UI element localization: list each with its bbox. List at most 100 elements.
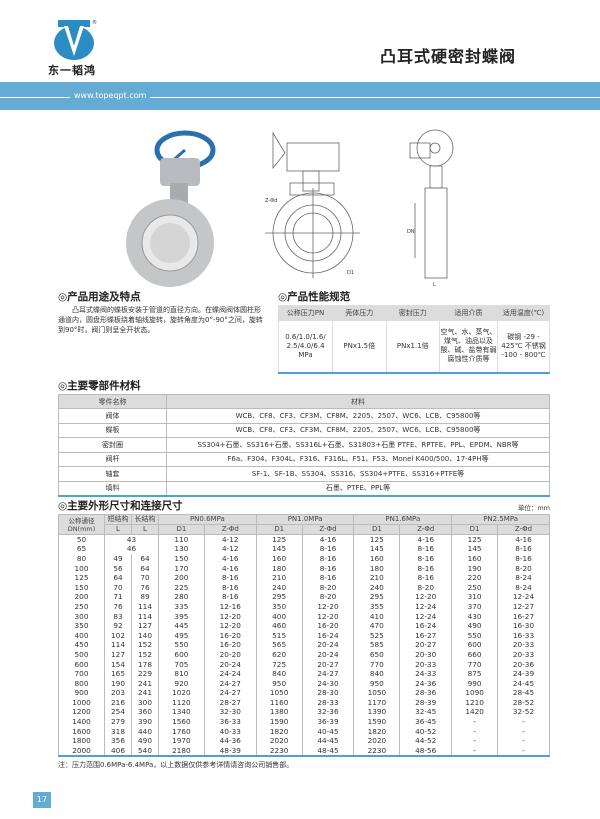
cell: 8-24 — [497, 572, 550, 583]
table-row: 125 64 70 200 8-16 210 8-16 210 8-16 220 8-24 — [58, 572, 550, 583]
table-row: 500 127 152 600 20-20 620 20-24 650 20-30 660 20-3… — [58, 649, 550, 660]
cell: 12-16 — [203, 601, 257, 612]
header-cell: 密封压力 — [385, 305, 440, 321]
cell: 40-52 — [399, 726, 453, 736]
cell: 16-20 — [301, 620, 355, 631]
cell: - — [451, 745, 498, 756]
cell: 127 — [104, 649, 132, 660]
dimensions-table: 公称通径 DN(mm) 短结构 长结构 PN0.6MPa PN1.0MPa PN1.6M… — [58, 514, 550, 757]
header-cell: 公称通径 DN(mm) — [58, 514, 105, 535]
header-cell: D1 — [451, 524, 498, 535]
cell: 2230 — [255, 745, 303, 756]
cell: 46 — [104, 544, 159, 554]
cell: 810 — [158, 668, 205, 679]
cell: 1160 — [255, 697, 303, 708]
cell: 8-16 — [301, 553, 355, 564]
cell: 20-24 — [203, 659, 257, 669]
website-link[interactable]: www.topeqpt.com — [70, 91, 151, 100]
cell: 64 — [131, 553, 159, 564]
cell: 8-16 — [497, 544, 550, 554]
cell: 300 — [131, 697, 159, 708]
cell: 20-30 — [399, 649, 453, 660]
cell: 180 — [353, 563, 401, 573]
cell: 1760 — [158, 726, 205, 736]
cell: 600 — [451, 640, 498, 650]
table-row: 100 56 64 170 4-16 180 8-16 180 8-16 190 8-20 — [58, 563, 550, 573]
cell: 16-30 — [497, 620, 550, 631]
cell: 1820 — [353, 726, 401, 736]
cell: 1970 — [158, 735, 205, 746]
cell: 48-56 — [399, 745, 453, 756]
cell: 950 — [255, 678, 303, 688]
cell: 210 — [353, 572, 401, 583]
part-material: WCB、CF8、CF3、CF3M、CF8M、2205、2507、WC6、LCB、… — [166, 408, 550, 424]
cell: 32-30 — [203, 707, 257, 717]
cell: 1340 — [158, 707, 205, 717]
header-cell: 长结构 — [131, 514, 159, 525]
dimensions-heading: ◎主要外形尺寸和连接尺寸 — [58, 500, 183, 512]
cell: 24-39 — [497, 668, 550, 679]
cell: 28-36 — [399, 688, 453, 698]
cell: 44-45 — [301, 735, 355, 746]
table-row: 700 165 229 810 24-24 840 24-27 840 24-33 875 24-3… — [58, 668, 550, 679]
unit-label: 单位：mm — [517, 504, 550, 512]
cell: 450 — [58, 640, 105, 650]
cell: 12-24 — [497, 592, 550, 602]
cell: 36-45 — [399, 716, 453, 727]
cell: 8-16 — [301, 544, 355, 554]
part-name: 阀体 — [58, 408, 167, 424]
cell: 24-45 — [497, 678, 550, 688]
cell: 154 — [104, 659, 132, 669]
cell: 1090 — [451, 688, 498, 698]
cell: 4-16 — [203, 563, 257, 573]
cell: 920 — [158, 678, 205, 688]
cell: 8-16 — [203, 582, 257, 593]
cell: 540 — [131, 745, 159, 756]
table-row: 50 43 110 4-12 125 4-16 125 4-16 125 4-16 — [58, 534, 550, 545]
cell: 20-24 — [301, 640, 355, 650]
table-row: 900 203 241 1020 24-27 1050 28-30 1050 28-36 1090… — [58, 688, 550, 698]
cell: 12-20 — [203, 611, 257, 621]
cell: 150 — [158, 553, 205, 564]
table-row: 300 83 114 395 12-20 400 12-20 410 12-24 430 16-27 — [58, 611, 550, 621]
materials-heading: ◎主要零部件材料 — [58, 380, 141, 392]
header-cell: PN0.6MPa — [158, 514, 257, 525]
cell: 16-33 — [497, 630, 550, 641]
header-cell: PN2.5MPa — [451, 514, 550, 525]
cell: 12-27 — [497, 601, 550, 612]
cell: 190 — [451, 563, 498, 573]
cell: 64 — [104, 572, 132, 583]
cell: 89 — [131, 592, 159, 602]
cell: 8-16 — [399, 563, 453, 573]
cell: 24-27 — [301, 668, 355, 679]
cell: 1210 — [451, 697, 498, 708]
cell: 1560 — [158, 716, 205, 727]
table-row: 1400 279 390 1560 36-33 1590 36-39 1590 36-45- - — [58, 716, 550, 727]
cell: 71 — [104, 592, 132, 602]
cell: 102 — [104, 630, 132, 641]
cell: 295 — [353, 592, 401, 602]
cell: 152 — [131, 649, 159, 660]
cell: 1590 — [353, 716, 401, 727]
cell: 1200 — [58, 707, 105, 717]
cell: 241 — [131, 678, 159, 688]
cell: 114 — [131, 611, 159, 621]
cell: 8-24 — [497, 582, 550, 593]
cell: 64 — [131, 563, 159, 573]
cell: 127 — [131, 620, 159, 631]
table-row: 1800 356 490 1970 44-36 2020 44-45 2020 44-52- - — [58, 735, 550, 746]
logo-text: 东一韬鸿 — [48, 64, 96, 77]
cell: 170 — [158, 563, 205, 573]
cell: 125 — [58, 572, 105, 583]
cell: - — [497, 716, 550, 727]
cell: 229 — [131, 668, 159, 679]
cell: 160 — [451, 553, 498, 564]
cell: 4-16 — [301, 534, 355, 545]
cell: 28-27 — [203, 697, 257, 708]
cell: 356 — [104, 735, 132, 746]
cell: 8-20 — [399, 582, 453, 593]
product-photo — [126, 130, 216, 287]
cell: 355 — [353, 601, 401, 612]
cell: 1020 — [158, 688, 205, 698]
table-row: 轴套 SF-1、SF-1B、SS304、SS316、SS304+PTFE、SS31… — [58, 466, 550, 482]
